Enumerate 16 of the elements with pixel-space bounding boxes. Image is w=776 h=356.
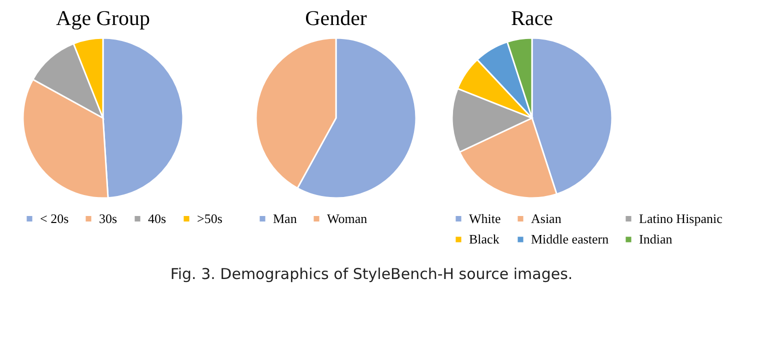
legend-label: Black xyxy=(469,232,500,246)
legend-label: Latino Hispanic xyxy=(639,210,723,226)
slice-label: Man xyxy=(273,210,298,226)
legend-label: < 20s xyxy=(40,210,69,226)
chart-title: Age Group xyxy=(56,6,150,30)
legend-label: 40s xyxy=(148,210,166,226)
legend-label: Asian xyxy=(531,210,562,226)
chart-title: Gender xyxy=(305,6,367,30)
chart-title: Race xyxy=(511,6,553,30)
legend-label: Middle eastern xyxy=(531,232,610,246)
legend-label: Woman xyxy=(327,210,368,226)
caption: Fig. 3. Demographics of StyleBench-H source images. xyxy=(170,265,573,283)
legend-label: 30s xyxy=(99,210,118,226)
legend-label: White xyxy=(469,210,501,226)
legend-label: >50s xyxy=(197,210,222,226)
legend-label: Indian xyxy=(639,232,673,246)
